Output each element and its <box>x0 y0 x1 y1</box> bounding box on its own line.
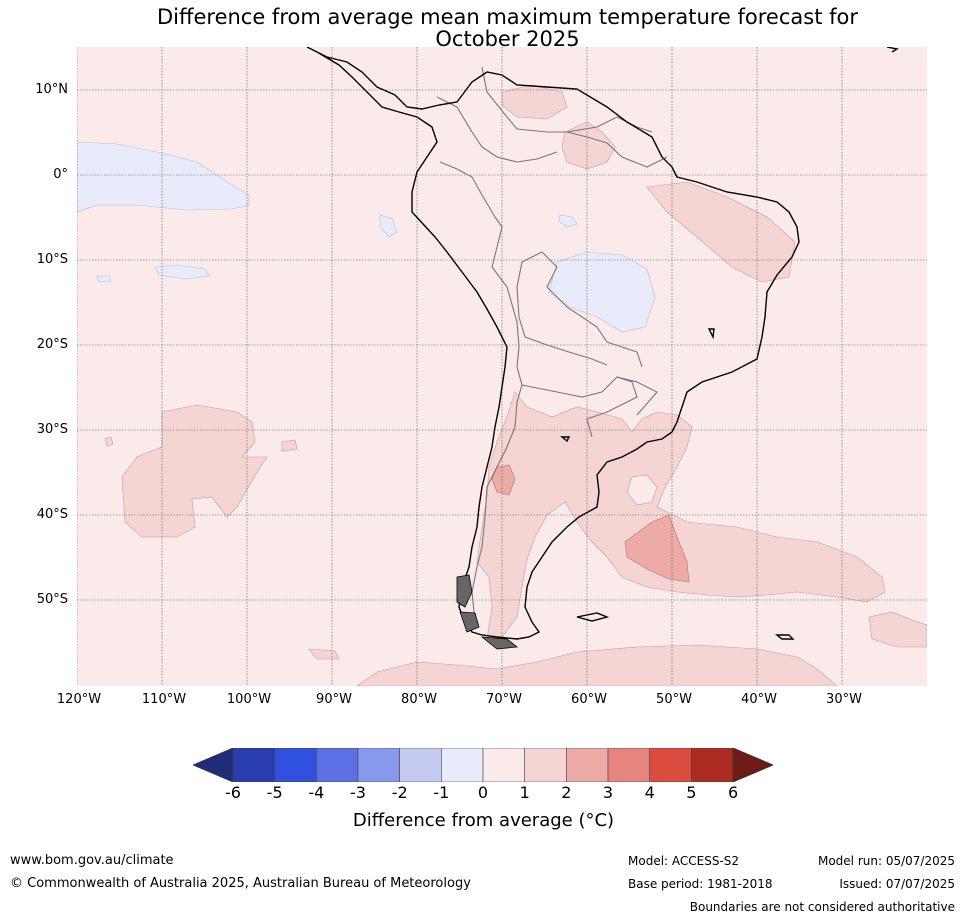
colorbar-segment <box>649 747 692 783</box>
colorbar-segment <box>399 747 442 783</box>
colorbar-segment <box>566 747 609 783</box>
anomaly-region-cool <box>548 251 656 333</box>
colorbar-segment <box>232 747 275 783</box>
colorbar-tick-label: 0 <box>477 783 489 802</box>
colorbar-segment <box>607 747 650 783</box>
forecast-map <box>77 47 927 686</box>
colorbar-tick-label: -6 <box>225 783 241 802</box>
anomaly-region-warm <box>476 391 886 640</box>
colorbar-tick-label: -5 <box>266 783 283 802</box>
anomaly-region-neutral <box>626 474 658 506</box>
lon-label: 90°W <box>316 692 352 707</box>
colorbar-segment <box>274 747 317 783</box>
anomaly-region-cool <box>96 275 112 283</box>
lat-label: 10°S <box>36 252 68 267</box>
lon-label: 100°W <box>226 692 272 707</box>
country-border <box>491 226 523 428</box>
colorbar-tick-label: -4 <box>308 783 325 802</box>
coastline <box>707 328 715 340</box>
anomaly-region-cool <box>77 141 250 213</box>
copyright-text: © Commonwealth of Australia 2025, Austra… <box>10 876 471 891</box>
country-border <box>436 96 558 163</box>
anomaly-region-warm <box>356 644 838 686</box>
lat-label: 40°S <box>36 507 68 522</box>
colorbar-extension-high <box>732 747 775 783</box>
lon-label: 60°W <box>571 692 607 707</box>
colorbar-label: Difference from average (°C) <box>352 810 615 831</box>
lon-label: 80°W <box>401 692 437 707</box>
website-url: www.bom.gov.au/climate <box>10 853 174 868</box>
lon-label: 50°W <box>656 692 692 707</box>
anomaly-region-warm <box>308 648 340 660</box>
lon-label: 40°W <box>741 692 777 707</box>
island <box>480 636 519 650</box>
anomaly-region-cool <box>154 264 210 280</box>
anomaly-region-warm <box>868 611 927 648</box>
anomaly-region-warmer <box>624 514 690 583</box>
boundaries-disclaimer: Boundaries are not considered authoritat… <box>689 900 955 914</box>
model-name: Model: ACCESS-S2 <box>628 854 740 868</box>
anomaly-region-cool <box>558 214 578 228</box>
lon-label: 120°W <box>56 692 102 707</box>
map-title-line-2: October 2025 <box>435 27 580 51</box>
coastline <box>576 612 610 622</box>
lat-label: 10°N <box>35 82 68 97</box>
colorbar-tick-label: 6 <box>727 783 739 802</box>
country-border <box>616 376 658 416</box>
country-border <box>566 116 653 133</box>
colorbar-segment <box>482 747 525 783</box>
lat-label: 30°S <box>36 422 68 437</box>
anomaly-region-warm <box>121 404 268 538</box>
base-period: Base period: 1981-2018 <box>628 877 773 891</box>
colorbar-tick-label: 1 <box>519 783 530 802</box>
colorbar-segment <box>441 747 484 783</box>
coastline <box>886 47 899 53</box>
country-border <box>541 251 643 368</box>
lat-label: 0° <box>53 167 68 182</box>
lon-label: 70°W <box>486 692 522 707</box>
lon-label: 110°W <box>141 692 187 707</box>
country-border <box>471 426 516 623</box>
lat-label: 50°S <box>36 592 68 607</box>
colorbar-tick-label: -1 <box>433 783 450 802</box>
anomaly-region-warm <box>281 439 298 452</box>
island <box>459 611 480 633</box>
colorbar-segment <box>316 747 359 783</box>
anomaly-region-warmer <box>491 464 516 496</box>
anomaly-region-cool <box>379 214 398 238</box>
colorbar-extension-low <box>191 747 234 783</box>
colorbar-tick-label: 3 <box>602 783 614 802</box>
island <box>456 574 473 608</box>
colorbar-segment <box>357 747 400 783</box>
country-border <box>439 161 503 228</box>
colorbar-segment <box>691 747 734 783</box>
coastline <box>306 47 800 640</box>
colorbar-tick-label: -2 <box>391 783 408 802</box>
issued-date: Issued: 07/07/2025 <box>839 877 955 891</box>
anomaly-region-warm <box>104 436 114 447</box>
lat-label: 20°S <box>36 337 68 352</box>
colorbar-tick-label: 2 <box>561 783 572 802</box>
colorbar-tick-label: 4 <box>644 783 655 802</box>
colorbar-segment <box>524 747 567 783</box>
anomaly-region-warm <box>646 181 796 283</box>
model-run-date: Model run: 05/07/2025 <box>817 854 955 868</box>
lon-label: 30°W <box>826 692 862 707</box>
country-border <box>521 376 638 438</box>
coastline <box>775 634 795 640</box>
map-title-line-1: Difference from average mean maximum tem… <box>157 5 858 29</box>
country-border <box>516 251 608 366</box>
colorbar-tick-label: 5 <box>686 783 697 802</box>
colorbar <box>191 747 775 783</box>
colorbar-tick-label: -3 <box>350 783 366 802</box>
coastline <box>560 436 571 443</box>
